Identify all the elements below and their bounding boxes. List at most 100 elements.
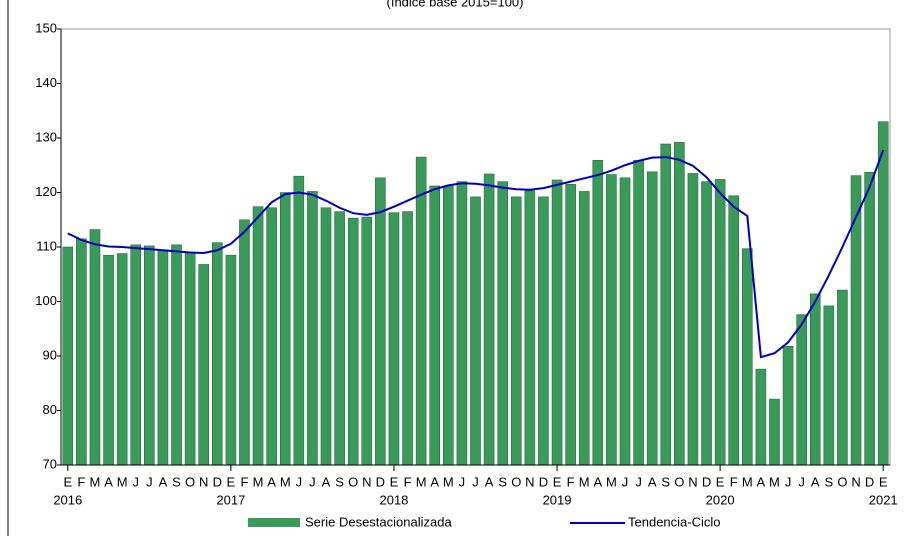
x-tick-label: J (798, 474, 805, 489)
bar (388, 212, 400, 466)
bar (116, 253, 128, 466)
x-tick-label: J (146, 474, 153, 489)
x-tick-label: A (322, 474, 331, 489)
x-tick-label: J (132, 474, 139, 489)
x-tick-label: O (185, 474, 195, 489)
bar (225, 254, 237, 466)
x-tick-label: A (811, 474, 820, 489)
bar (674, 142, 685, 466)
x-tick-label: N (688, 474, 697, 489)
x-tick-label: F (404, 474, 412, 489)
bar (334, 211, 345, 466)
bar (524, 190, 536, 466)
x-tick-label: M (443, 474, 454, 489)
x-tick-label: J (459, 474, 466, 489)
bar (510, 196, 522, 466)
bar (443, 185, 454, 466)
bar (347, 217, 359, 466)
x-tick-label: S (172, 474, 181, 489)
bar (483, 173, 495, 466)
year-label: 2017 (216, 492, 245, 507)
legend-swatch (248, 518, 300, 527)
x-tick-label: M (769, 474, 780, 489)
x-tick-label: J (785, 474, 792, 489)
bar (877, 121, 889, 466)
x-tick-label: N (362, 474, 371, 489)
bar (266, 207, 277, 466)
x-tick-label: E (879, 474, 888, 489)
x-tick-label: E (390, 474, 399, 489)
bar (184, 252, 196, 466)
x-tick-label: O (348, 474, 358, 489)
x-tick-label: F (730, 474, 738, 489)
bar (212, 242, 223, 466)
x-tick-label: E (63, 474, 72, 489)
bar (728, 195, 739, 466)
x-tick-label: E (553, 474, 562, 489)
bar (103, 254, 114, 466)
x-tick-label: O (511, 474, 521, 489)
x-tick-label: D (539, 474, 548, 489)
bar (361, 216, 373, 466)
bar (687, 173, 699, 466)
x-tick-label: A (104, 474, 113, 489)
y-tick-label: 130 (35, 129, 57, 144)
x-tick-label: J (622, 474, 629, 489)
bar (89, 229, 101, 466)
bar (144, 245, 155, 466)
x-tick-label: J (309, 474, 316, 489)
bar (823, 305, 835, 466)
bar (769, 398, 780, 466)
x-tick-label: A (485, 474, 494, 489)
x-tick-label: J (472, 474, 479, 489)
x-tick-label: D (702, 474, 711, 489)
year-label: 2020 (706, 492, 735, 507)
bar (307, 191, 318, 466)
bar (320, 207, 332, 466)
bar (755, 368, 767, 466)
bar (470, 196, 481, 466)
bar (701, 181, 712, 466)
bar (171, 244, 182, 466)
x-tick-label: M (253, 474, 264, 489)
year-label: 2021 (869, 492, 898, 507)
bar (429, 185, 441, 466)
bar (714, 179, 726, 466)
bar (415, 156, 427, 466)
y-tick-label: 100 (35, 293, 57, 308)
bar (660, 143, 672, 466)
bar (239, 219, 250, 466)
legend-label: Serie Desestacionalizada (305, 514, 452, 529)
y-tick-label: 90 (43, 347, 57, 362)
x-tick-label: M (117, 474, 128, 489)
x-tick-label: M (416, 474, 427, 489)
y-tick-label: 150 (35, 20, 57, 35)
trend-line (67, 149, 885, 359)
bar (198, 264, 209, 466)
x-tick-label: F (567, 474, 575, 489)
x-tick-label: M (90, 474, 101, 489)
bar (551, 179, 563, 466)
x-tick-label: A (430, 474, 439, 489)
x-tick-label: S (335, 474, 344, 489)
bar (619, 177, 631, 466)
bar (456, 181, 468, 466)
bar (497, 181, 508, 466)
y-tick-label: 120 (35, 184, 57, 199)
bar (293, 175, 305, 466)
bar (279, 192, 291, 466)
x-tick-label: A (757, 474, 766, 489)
x-tick-label: N (199, 474, 208, 489)
bar (837, 289, 848, 466)
bar (633, 160, 644, 466)
x-tick-label: J (296, 474, 303, 489)
bar (252, 206, 264, 466)
bar (76, 238, 87, 466)
x-tick-label: M (606, 474, 617, 489)
x-tick-label: N (851, 474, 860, 489)
bar (809, 293, 821, 466)
y-tick-label: 140 (35, 75, 57, 90)
x-tick-label: O (674, 474, 684, 489)
year-label: 2018 (379, 492, 408, 507)
